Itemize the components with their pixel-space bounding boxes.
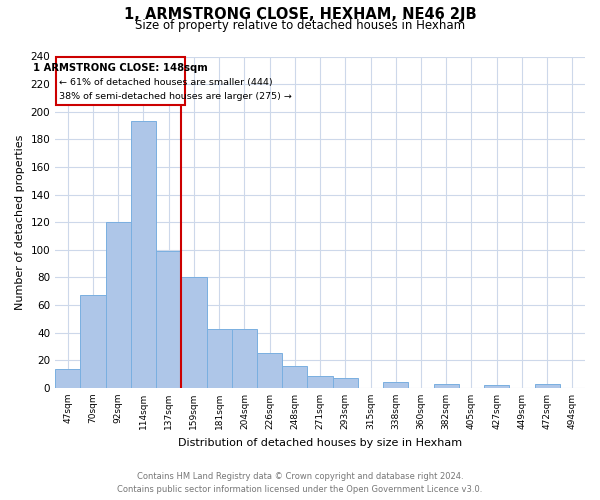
Bar [131,122,156,388]
FancyBboxPatch shape [56,56,185,105]
Bar [332,378,358,388]
Text: ← 61% of detached houses are smaller (444): ← 61% of detached houses are smaller (44… [59,78,273,87]
Text: Contains HM Land Registry data © Crown copyright and database right 2024.
Contai: Contains HM Land Registry data © Crown c… [118,472,482,494]
Bar [232,328,257,388]
Bar [106,222,131,388]
Bar [484,385,509,388]
X-axis label: Distribution of detached houses by size in Hexham: Distribution of detached houses by size … [178,438,462,448]
Y-axis label: Number of detached properties: Number of detached properties [15,134,25,310]
Bar [257,354,282,388]
Bar [282,366,307,388]
Text: 1, ARMSTRONG CLOSE, HEXHAM, NE46 2JB: 1, ARMSTRONG CLOSE, HEXHAM, NE46 2JB [124,8,476,22]
Text: Size of property relative to detached houses in Hexham: Size of property relative to detached ho… [135,19,465,32]
Bar [80,296,106,388]
Bar [535,384,560,388]
Text: 1 ARMSTRONG CLOSE: 148sqm: 1 ARMSTRONG CLOSE: 148sqm [33,62,208,72]
Bar [434,384,459,388]
Bar [181,278,206,388]
Bar [307,376,332,388]
Bar [383,382,409,388]
Text: 38% of semi-detached houses are larger (275) →: 38% of semi-detached houses are larger (… [59,92,292,101]
Bar [156,251,181,388]
Bar [55,368,80,388]
Bar [206,328,232,388]
